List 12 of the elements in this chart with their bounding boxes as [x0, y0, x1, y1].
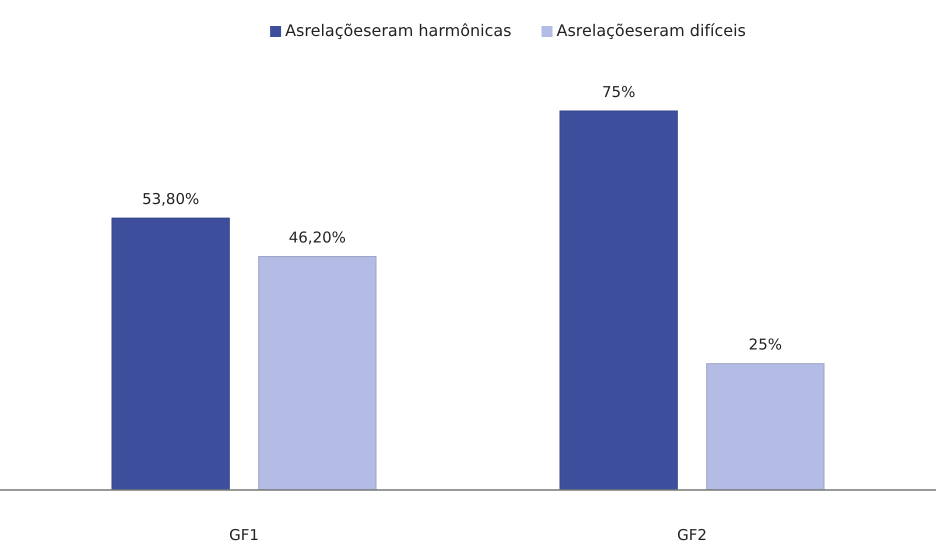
data-label: 53,80%	[142, 190, 200, 208]
x-tick-label: GF2	[677, 526, 707, 544]
legend-label: Asrelaçõeseram harmônicas	[285, 21, 512, 40]
bar	[112, 218, 230, 490]
legend-label: Asrelaçõeseram difíceis	[556, 21, 746, 40]
bar	[706, 363, 824, 490]
bar	[258, 256, 376, 490]
data-label: 46,20%	[288, 228, 346, 247]
x-tick-label: GF1	[229, 526, 259, 544]
bar	[560, 110, 678, 490]
data-label: 75%	[602, 83, 636, 101]
data-label: 25%	[748, 336, 782, 354]
